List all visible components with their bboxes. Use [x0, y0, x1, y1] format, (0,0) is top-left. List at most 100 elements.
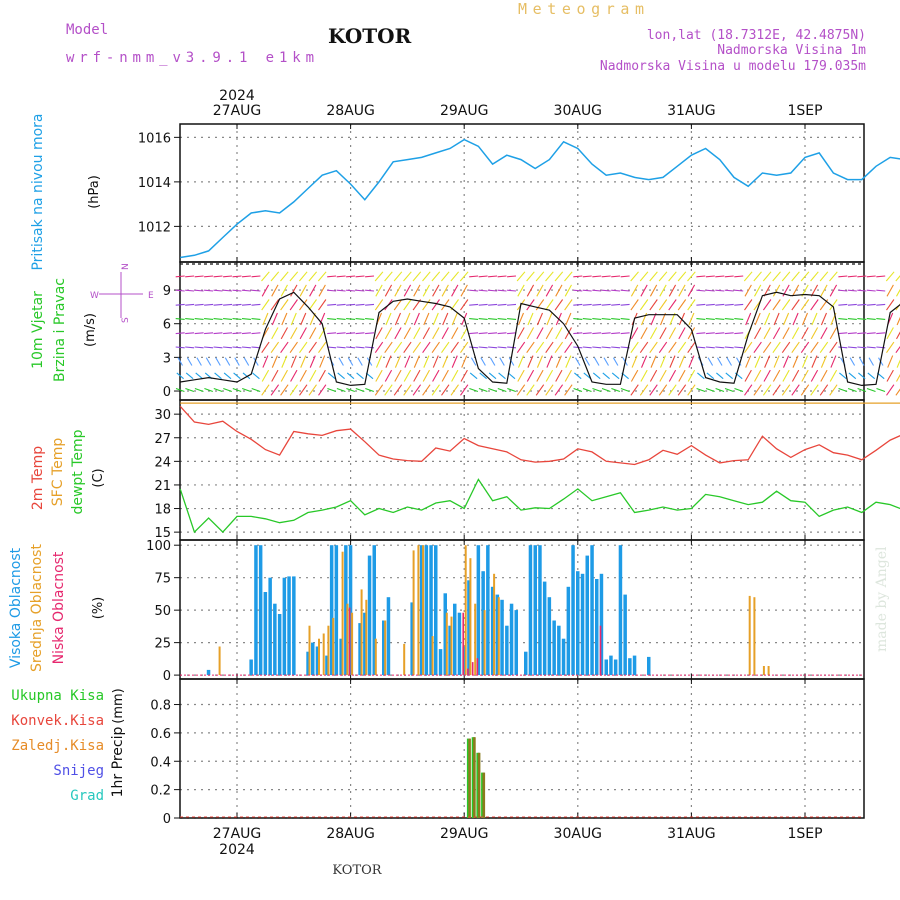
wind-barb: [309, 369, 317, 382]
wind-barb: [280, 384, 289, 396]
wind-barb: [658, 341, 668, 354]
wind-barb: [204, 275, 214, 278]
wind-barb: [196, 357, 202, 366]
wind-barb: [289, 341, 298, 354]
wind-barb: [497, 289, 507, 292]
wind-barb: [687, 284, 696, 297]
cloud-bar: [332, 617, 335, 676]
wind-barb: [299, 327, 307, 340]
cloud-panel: 0 25 50 75 100: [146, 539, 865, 684]
cloud-bar: [618, 545, 623, 676]
wind-barb: [440, 271, 450, 282]
wind-barb: [271, 327, 279, 340]
wind-barb: [404, 312, 411, 326]
wind-barb: [649, 327, 658, 340]
cloud-bar: [486, 545, 490, 676]
wind-barb: [724, 387, 734, 393]
wind-barb: [876, 303, 886, 306]
wind-barb: [394, 369, 402, 382]
wind-barb: [829, 369, 838, 382]
wind-barb: [745, 355, 752, 368]
wind-barb: [336, 318, 346, 320]
wind-barb: [280, 271, 289, 282]
wind-barb: [791, 327, 800, 340]
precip-panel: 0 0.2 0.4 0.6 0.8: [150, 678, 865, 827]
wind-barb: [499, 357, 505, 366]
wind-barb: [630, 327, 639, 340]
wind-barb: [205, 357, 212, 366]
wind-barb: [403, 271, 412, 282]
cloud-bar: [306, 651, 310, 676]
cloud-bar: [476, 545, 481, 676]
cloud-bar: [206, 669, 211, 676]
wind-barb: [601, 289, 611, 292]
wind-barb: [384, 327, 393, 340]
cloud-bar: [360, 589, 363, 676]
wind-barb: [687, 327, 696, 340]
wind-barb: [270, 384, 280, 396]
wind-barb: [847, 318, 857, 320]
wind-barb: [895, 345, 900, 354]
wind-barb: [234, 357, 240, 366]
cloud-bar: [474, 603, 477, 676]
compass-west: W: [90, 291, 99, 301]
cloud-mid-ylabel: Srednja Oblacnost: [29, 544, 45, 672]
wind-barb: [460, 327, 468, 340]
wind-barb: [564, 284, 572, 297]
wind-barb: [175, 332, 185, 335]
wind-barb: [374, 384, 384, 396]
wind-barb: [507, 318, 517, 320]
wind-barb: [290, 327, 298, 340]
wind-barb: [526, 299, 535, 311]
wind-barb: [791, 271, 800, 282]
wind-barb: [223, 346, 233, 349]
temp-dewpt-ylabel: dewpt Temp: [70, 429, 86, 514]
wind-barb: [573, 332, 583, 335]
day-label-bottom: 31AUG: [667, 826, 716, 842]
wind-barb: [432, 355, 439, 368]
wind-barb: [838, 275, 848, 278]
wind-barb: [876, 318, 886, 320]
wind-barb: [886, 327, 894, 340]
wind-barb: [649, 369, 658, 382]
wind-barb: [677, 271, 687, 282]
wind-barb: [847, 275, 857, 278]
wind-barb: [649, 284, 658, 297]
cloud-bar: [590, 545, 594, 676]
wind-barb: [772, 327, 781, 340]
wind-barb: [603, 357, 609, 366]
wind-barb: [696, 303, 706, 306]
pressure-ylabel: Pritisak na nivou mora: [30, 113, 46, 270]
wind-barb: [781, 271, 791, 282]
wind-barb: [508, 357, 515, 366]
wind-barb: [194, 318, 204, 320]
wind-unit: (m/s): [83, 313, 98, 347]
cloud-bar: [351, 612, 354, 676]
wind-barb: [620, 303, 630, 306]
wind-barb: [232, 387, 242, 393]
wind-barb: [800, 299, 810, 311]
wind-barb: [469, 387, 479, 393]
wind-barb: [317, 271, 327, 282]
wind-barb: [365, 332, 375, 335]
wind-ylabel-2: Brzina i Pravac: [52, 278, 68, 382]
wind-barb: [337, 372, 345, 380]
wind-barb: [724, 346, 734, 349]
wind-barb: [545, 327, 554, 340]
wind-barb: [668, 299, 677, 311]
wind-barb: [204, 303, 214, 306]
wind-barb: [630, 271, 639, 282]
wind-barb: [478, 318, 488, 320]
cloud-bar: [403, 643, 406, 676]
panel-frame: [179, 123, 865, 263]
wind-barb: [384, 369, 393, 382]
wind-barb: [886, 299, 895, 311]
wind-barb: [715, 387, 725, 393]
wind-barb: [223, 318, 233, 320]
wind-barb: [724, 275, 734, 278]
wind-barb: [847, 387, 857, 393]
wind-barb: [744, 299, 753, 311]
wind-barb: [886, 341, 895, 354]
cloud-bar: [382, 620, 386, 676]
